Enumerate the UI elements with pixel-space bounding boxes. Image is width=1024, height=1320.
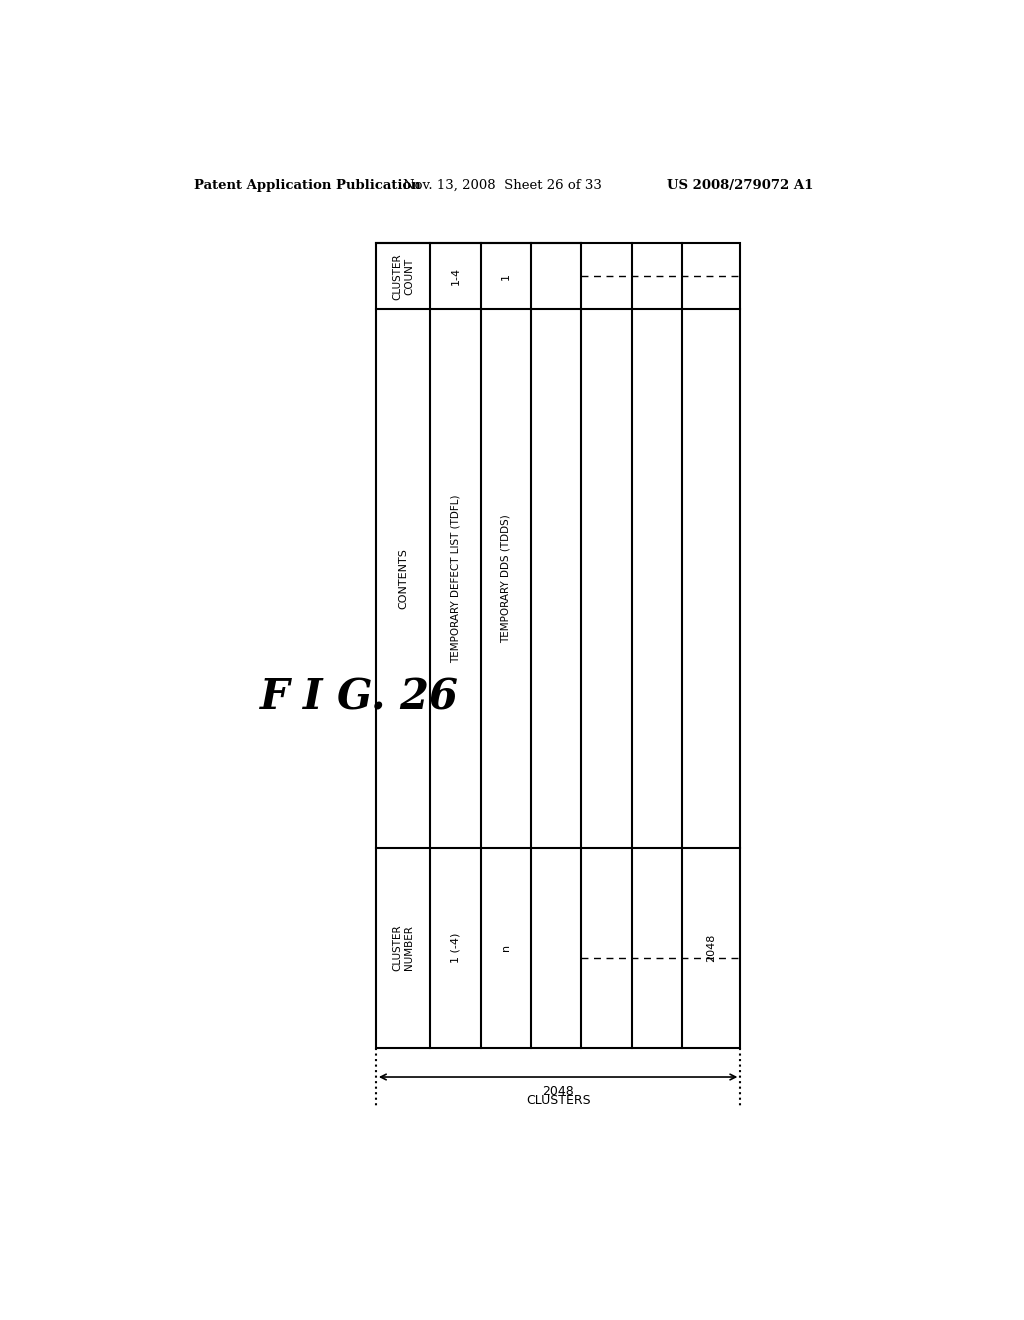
Text: TEMPORARY DDS (TDDS): TEMPORARY DDS (TDDS)	[501, 513, 511, 643]
Text: CLUSTER
NUMBER: CLUSTER NUMBER	[392, 924, 414, 972]
Text: Patent Application Publication: Patent Application Publication	[194, 178, 421, 191]
Text: 2048: 2048	[707, 933, 716, 962]
Text: n: n	[501, 944, 511, 952]
Text: 1-4: 1-4	[451, 267, 461, 285]
Text: US 2008/279072 A1: US 2008/279072 A1	[667, 178, 813, 191]
Text: F I G. 26: F I G. 26	[260, 676, 459, 718]
Text: 1 (-4): 1 (-4)	[451, 932, 461, 962]
Text: CLUSTER
COUNT: CLUSTER COUNT	[392, 253, 414, 300]
Text: CLUSTERS: CLUSTERS	[525, 1094, 591, 1107]
Text: 1: 1	[501, 273, 511, 280]
Bar	[376, 243, 740, 1048]
Text: CONTENTS: CONTENTS	[398, 548, 409, 609]
Text: Nov. 13, 2008  Sheet 26 of 33: Nov. 13, 2008 Sheet 26 of 33	[403, 178, 602, 191]
Text: 2048: 2048	[543, 1085, 574, 1098]
Text: TEMPORARY DEFECT LIST (TDFL): TEMPORARY DEFECT LIST (TDFL)	[451, 494, 461, 663]
